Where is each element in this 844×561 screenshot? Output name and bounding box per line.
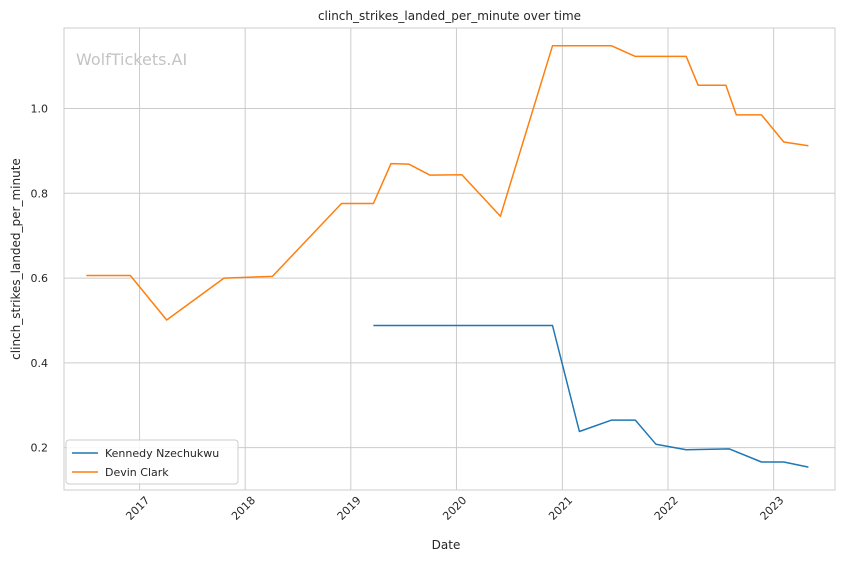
x-axis-label: Date	[432, 538, 461, 552]
x-tick-label-2021: 2021	[546, 494, 575, 523]
watermark: WolfTickets.AI	[76, 50, 187, 69]
y-axis-label: clinch_strikes_landed_per_minute	[9, 158, 23, 360]
plot-area	[64, 28, 835, 490]
x-tick-label-2017: 2017	[123, 494, 152, 523]
legend-box	[65, 439, 239, 485]
x-tick-label-2019: 2019	[335, 494, 364, 523]
y-tick-label-0.6: 0.6	[31, 272, 49, 285]
series-lines	[86, 45, 809, 468]
x-tick-label-2020: 2020	[440, 494, 469, 523]
grid-lines	[64, 28, 835, 490]
legend-label-devin-clark: Devin Clark	[105, 466, 169, 479]
y-tick-label-0.4: 0.4	[31, 357, 49, 370]
legend: Kennedy Nzechukwu Devin Clark	[65, 439, 239, 485]
y-tick-label-1.0: 1.0	[31, 103, 49, 116]
x-tick-label-2018: 2018	[229, 494, 258, 523]
y-tick-label-0.2: 0.2	[31, 442, 49, 455]
chart-title: clinch_strikes_landed_per_minute over ti…	[318, 9, 581, 23]
x-tick-label-2023: 2023	[758, 494, 787, 523]
series-line-devin-clark	[86, 45, 809, 321]
legend-label-kennedy-nzechukwu: Kennedy Nzechukwu	[105, 447, 219, 460]
series-line-kennedy-nzechukwu	[373, 324, 809, 468]
x-tick-label-2022: 2022	[652, 494, 681, 523]
y-tick-label-0.8: 0.8	[31, 187, 49, 200]
plot-frame	[63, 27, 836, 491]
